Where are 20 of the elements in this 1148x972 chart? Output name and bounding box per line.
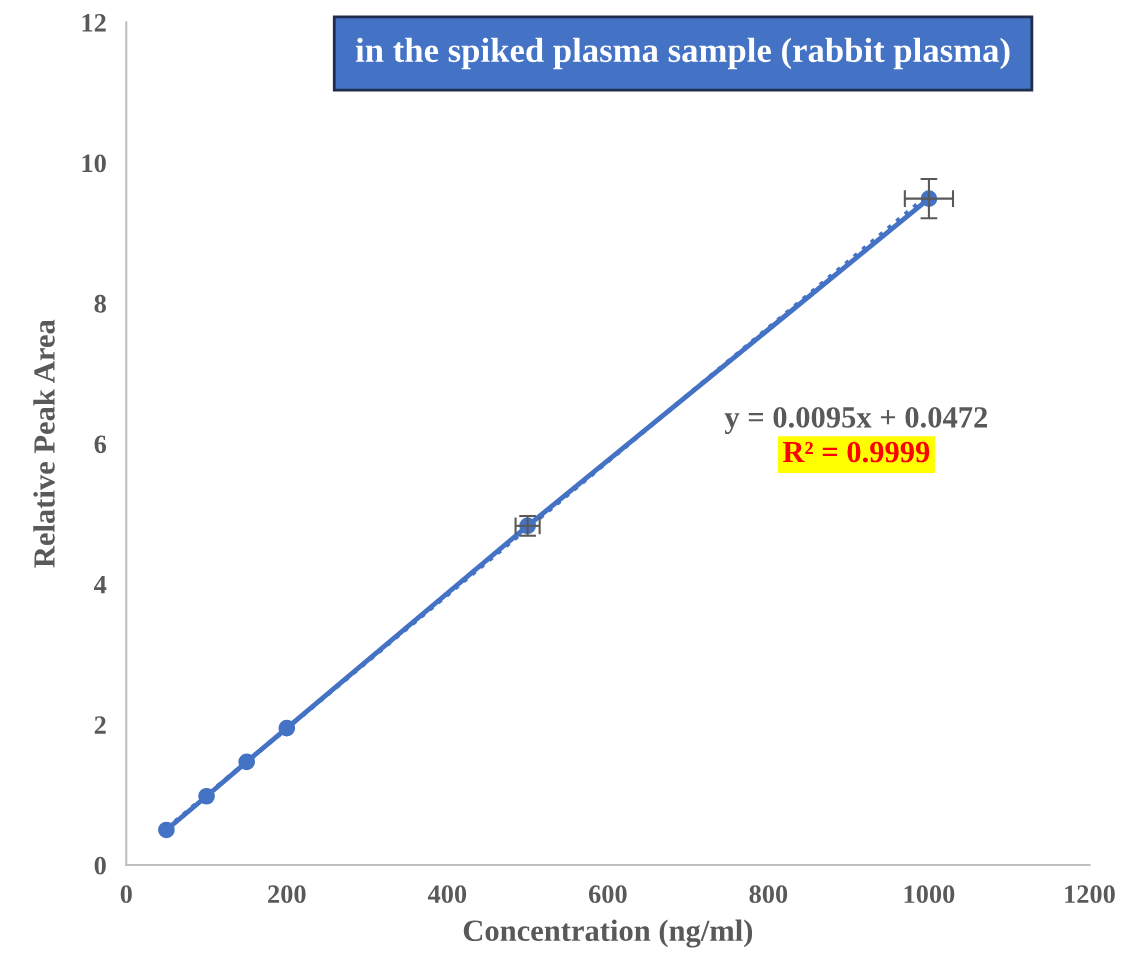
annotation: y = 0.0095x + 0.0472 <box>724 407 988 434</box>
y-tick-label: 10 <box>82 154 106 173</box>
y-tick-label: 6 <box>94 435 107 454</box>
x-tick-label: 1000 <box>904 885 955 904</box>
y-tick-label: 2 <box>94 716 106 734</box>
chart-title: in the spiked plasma sample (rabbit plasma) <box>355 37 1010 70</box>
x-tick-label: 800 <box>749 885 788 904</box>
x-tick-label: 200 <box>268 885 306 904</box>
y-axis-title: Relative Peak Area <box>33 319 55 568</box>
x-tick-label: 0 <box>120 885 132 904</box>
x-tick-label: 600 <box>588 885 627 904</box>
x-tick-label: 1200 <box>1065 885 1115 904</box>
x-tick-label: 400 <box>427 885 467 904</box>
y-tick-label: 4 <box>94 575 107 594</box>
y-tick-label: 0 <box>94 856 106 875</box>
x-axis-title: Concentration (ng/ml) <box>463 919 753 948</box>
y-tick-label: 8 <box>94 294 106 313</box>
point <box>158 821 175 839</box>
annotation: R² = 0.9999 <box>782 441 930 463</box>
y-tick-label: 12 <box>82 14 106 32</box>
